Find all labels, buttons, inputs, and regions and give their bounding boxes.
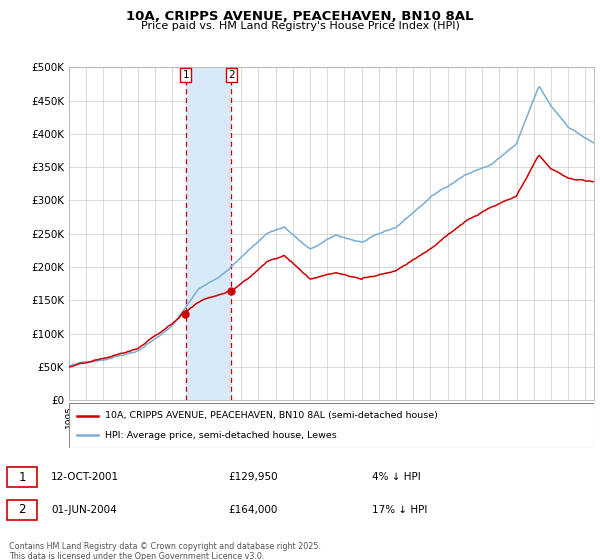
Text: 17% ↓ HPI: 17% ↓ HPI <box>372 505 427 515</box>
Text: 10A, CRIPPS AVENUE, PEACEHAVEN, BN10 8AL (semi-detached house): 10A, CRIPPS AVENUE, PEACEHAVEN, BN10 8AL… <box>105 411 437 420</box>
Text: Price paid vs. HM Land Registry's House Price Index (HPI): Price paid vs. HM Land Registry's House … <box>140 21 460 31</box>
Text: 4% ↓ HPI: 4% ↓ HPI <box>372 472 421 482</box>
Text: 1: 1 <box>182 70 189 80</box>
Text: £164,000: £164,000 <box>228 505 277 515</box>
Text: HPI: Average price, semi-detached house, Lewes: HPI: Average price, semi-detached house,… <box>105 431 337 440</box>
Text: 01-JUN-2004: 01-JUN-2004 <box>51 505 117 515</box>
Text: 2: 2 <box>228 70 235 80</box>
Text: 2: 2 <box>19 503 26 516</box>
Text: 12-OCT-2001: 12-OCT-2001 <box>51 472 119 482</box>
Text: 10A, CRIPPS AVENUE, PEACEHAVEN, BN10 8AL: 10A, CRIPPS AVENUE, PEACEHAVEN, BN10 8AL <box>126 10 474 23</box>
Text: Contains HM Land Registry data © Crown copyright and database right 2025.
This d: Contains HM Land Registry data © Crown c… <box>9 542 321 560</box>
Text: £129,950: £129,950 <box>228 472 278 482</box>
Text: 1: 1 <box>19 470 26 484</box>
FancyBboxPatch shape <box>69 403 594 448</box>
Bar <box>186 67 231 400</box>
